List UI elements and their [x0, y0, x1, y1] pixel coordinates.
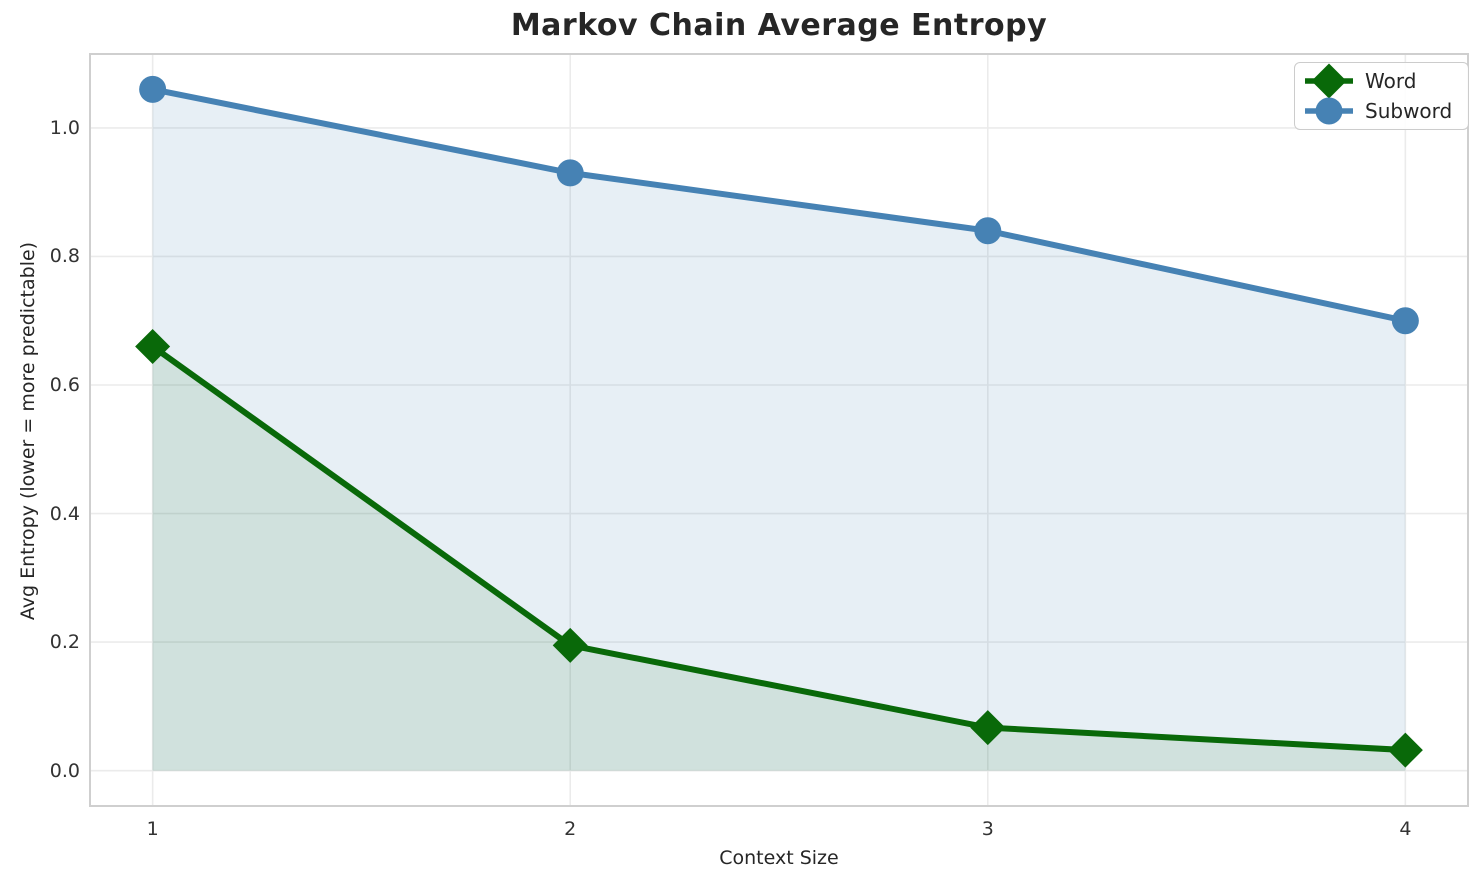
line-subword	[152, 86, 1406, 324]
y-tick-label: 0.6	[49, 374, 80, 396]
marker-subword	[556, 159, 584, 187]
legend-marker-word-icon	[1305, 63, 1353, 99]
area-fill-subword	[152, 89, 1406, 771]
legend-item-word: Word	[1303, 63, 1452, 99]
marker-subword	[139, 75, 167, 103]
line-word	[150, 344, 1406, 754]
x-tick-label: 3	[981, 818, 994, 840]
legend-marker-subword-icon	[1305, 97, 1353, 125]
x-tick-label: 2	[564, 818, 577, 840]
legend: Word Subword	[1294, 62, 1470, 130]
y-tick-label: 0.2	[49, 631, 80, 654]
y-tick-label: 0.8	[49, 245, 80, 268]
x-axis-label: Context Size	[719, 847, 839, 869]
legend-item-subword: Subword	[1303, 96, 1452, 126]
x-tick-label: 1	[146, 818, 159, 840]
marker-word	[135, 328, 171, 364]
area-fill-word	[152, 346, 1406, 771]
marker-subword	[974, 217, 1002, 245]
y-tick-label: 0.0	[49, 759, 80, 782]
chart-title: Markov Chain Average Entropy	[510, 8, 1048, 43]
y-tick-label: 1.0	[49, 116, 80, 139]
marker-subword	[1391, 307, 1419, 335]
legend-label-subword: Subword	[1365, 99, 1453, 123]
legend-label-word: Word	[1365, 69, 1417, 93]
axes-frame	[89, 53, 1469, 807]
marker-word	[552, 627, 588, 663]
x-tick-label: 4	[1399, 818, 1412, 840]
marker-word	[1387, 732, 1423, 768]
marker-word	[970, 710, 1006, 746]
y-tick-label: 0.4	[49, 502, 80, 525]
